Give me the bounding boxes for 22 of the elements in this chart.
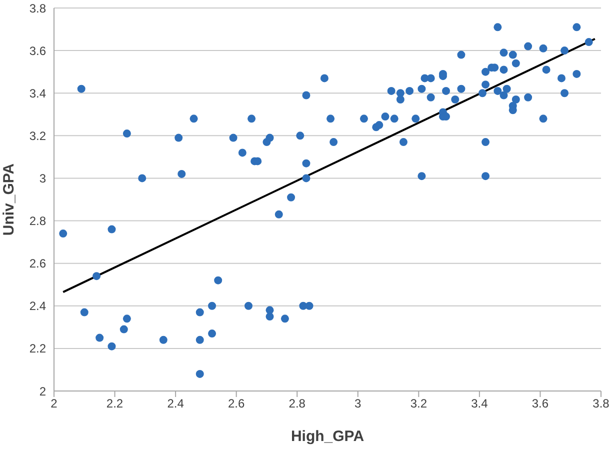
- y-tick-label: 3.2: [29, 128, 46, 143]
- x-tick-label: 2.6: [228, 396, 245, 411]
- x-tick-label: 3: [354, 396, 362, 411]
- x-tick-label: 3.2: [410, 396, 428, 411]
- x-tick-label: 3.4: [471, 396, 488, 411]
- y-tick-label: 3.8: [29, 1, 46, 16]
- x-axis-title: High_GPA: [290, 428, 364, 445]
- x-tick-label: 2: [50, 396, 58, 411]
- y-tick-label: 2.2: [29, 342, 46, 356]
- y-tick-label: 3.4: [29, 86, 46, 100]
- x-tick-label: 3.8: [592, 396, 610, 411]
- x-tick-label: 2.2: [106, 396, 124, 411]
- y-tick-label: 2: [39, 384, 46, 398]
- y-tick-label: 3.6: [29, 44, 46, 58]
- y-tick-label: 2.4: [29, 299, 46, 314]
- x-tick-label: 2.8: [288, 396, 306, 411]
- y-tick-label: 3: [39, 171, 46, 186]
- x-tick-label: 2.4: [167, 396, 184, 411]
- x-tick-label: 3.6: [532, 396, 549, 411]
- y-tick-label: 2.8: [29, 214, 46, 228]
- y-tick-label: 2.6: [29, 256, 46, 271]
- y-axis-title: Univ_GPA: [0, 163, 18, 236]
